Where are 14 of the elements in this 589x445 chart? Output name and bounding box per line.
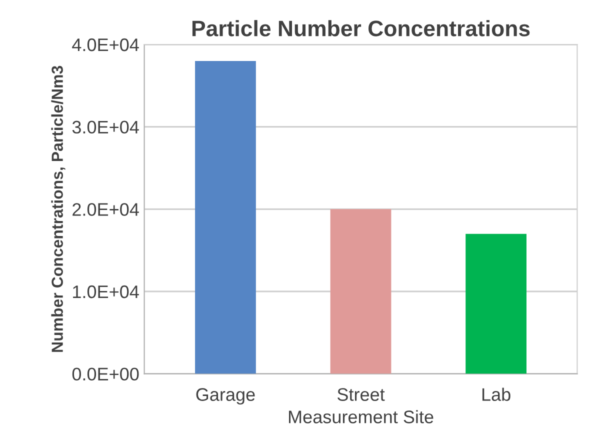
bar xyxy=(330,209,392,374)
bar xyxy=(466,234,526,374)
y-axis-title: Number Concentrations, Particle/Nm3 xyxy=(51,66,66,352)
y-tick-label: 0.0E+00 xyxy=(72,368,139,381)
x-tick-label: Garage xyxy=(196,388,255,405)
y-tick-label: 2.0E+04 xyxy=(72,203,139,216)
y-tick-label: 4.0E+04 xyxy=(72,38,139,52)
chart-title: Particle Number Concentrations xyxy=(192,20,530,36)
x-axis-title: Measurement Site xyxy=(288,410,434,424)
bar xyxy=(195,60,256,374)
y-tick-label: 3.0E+04 xyxy=(72,120,139,134)
x-tick-label: Lab xyxy=(482,388,510,401)
y-tick-label: 1.0E+04 xyxy=(73,285,139,298)
x-tick-label: Street xyxy=(338,388,385,401)
